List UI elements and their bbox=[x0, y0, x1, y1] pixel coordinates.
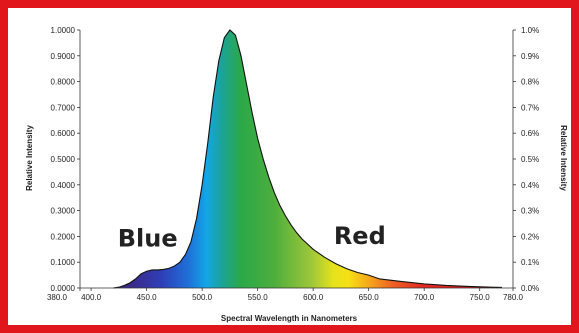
x-tick-label: 550.0 bbox=[248, 293, 269, 302]
y-tick-label-left: 0.0000 bbox=[51, 284, 76, 293]
annotation-label: Red bbox=[334, 222, 386, 250]
y-tick-label-right: 0.0% bbox=[521, 284, 539, 293]
y-ticks-left: 0.0000 0.1000 0.2000 0.3000 0.4000 0.5000 0.60… bbox=[51, 26, 80, 293]
y-tick-label-right: 0.8% bbox=[521, 78, 539, 87]
y-tick-label-left: 0.3000 bbox=[51, 207, 76, 216]
y-tick-label-right: 0.1% bbox=[521, 258, 539, 267]
y-ticks-right: 0.0% 0.1% 0.2% 0.3% 0.4% 0.5% 0.6% 0.7% 0.8% 0.9%… bbox=[513, 26, 539, 293]
y-tick-label-right: 0.9% bbox=[521, 52, 539, 61]
x-tick-label: 500.0 bbox=[192, 293, 213, 302]
x-axis-title: Spectral Wavelength in Nanometers bbox=[221, 314, 358, 323]
y-tick-label-left: 0.4000 bbox=[51, 181, 76, 190]
x-tick-label: 450.0 bbox=[137, 293, 158, 302]
y-axis-title-left: Relative Intensity bbox=[25, 125, 34, 191]
y-tick-label-right: 0.6% bbox=[521, 129, 539, 138]
x-tick-label: 380.0 bbox=[47, 293, 68, 302]
annotation-label: Blue bbox=[118, 225, 178, 253]
y-tick-label-right: 0.7% bbox=[521, 103, 539, 112]
y-tick-label-right: 0.4% bbox=[521, 181, 539, 190]
x-tick-label: 700.0 bbox=[414, 293, 435, 302]
y-tick-label-left: 0.7000 bbox=[51, 103, 76, 112]
y-tick-label-left: 1.0000 bbox=[51, 26, 76, 35]
y-tick-label-left: 0.2000 bbox=[51, 232, 76, 241]
y-tick-label-right: 0.3% bbox=[521, 207, 539, 216]
x-ticks: 380.0 400.0 450.0 500.0 550.0 600.0 650.0 700.0… bbox=[47, 288, 524, 302]
y-tick-label-right: 0.5% bbox=[521, 155, 539, 164]
y-tick-label-right: 1.0% bbox=[521, 26, 539, 35]
annotations: Blue Red bbox=[118, 222, 386, 253]
y-tick-label-left: 0.1000 bbox=[51, 258, 76, 267]
spectrum-curve bbox=[113, 29, 502, 289]
x-tick-label: 750.0 bbox=[470, 293, 491, 302]
y-tick-label-right: 0.2% bbox=[521, 232, 539, 241]
x-tick-label: 600.0 bbox=[303, 293, 324, 302]
y-tick-label-left: 0.9000 bbox=[51, 52, 76, 61]
y-tick-label-left: 0.5000 bbox=[51, 155, 76, 164]
x-tick-label: 780.0 bbox=[503, 293, 524, 302]
x-tick-label: 650.0 bbox=[359, 293, 380, 302]
y-axis-title-right: Relative Intensity bbox=[559, 125, 568, 191]
y-tick-label-left: 0.8000 bbox=[51, 78, 76, 87]
x-tick-label: 400.0 bbox=[81, 293, 102, 302]
y-tick-label-left: 0.6000 bbox=[51, 129, 76, 138]
spectrum-area bbox=[113, 30, 502, 288]
